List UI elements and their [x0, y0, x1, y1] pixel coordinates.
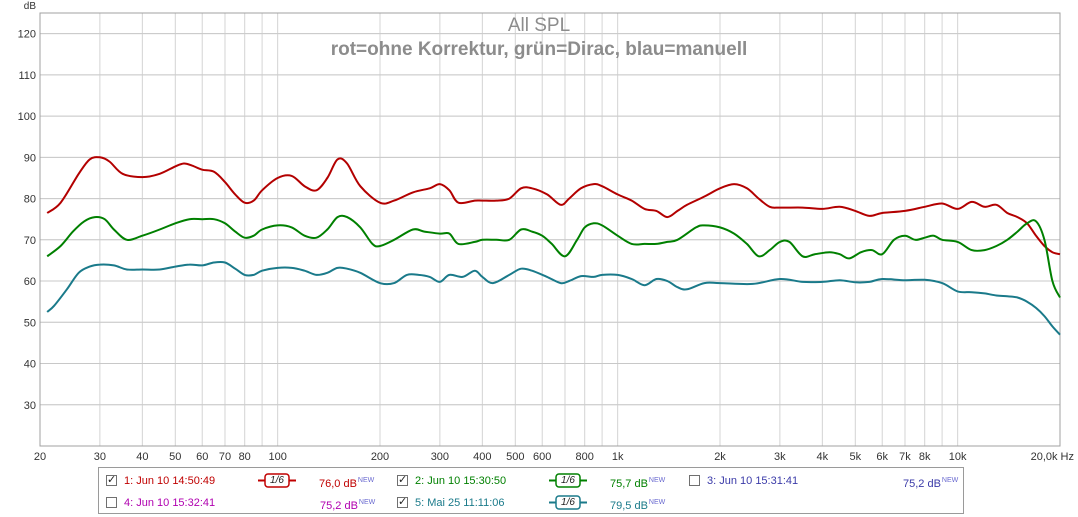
level-3: 75,2 dBNEW [903, 477, 959, 490]
legend-entry-2: ✓ 2: Jun 10 15:30:50 1/6 75,7 dBNEW [397, 471, 687, 491]
y-tick-label: 60 [24, 276, 36, 288]
y-tick-label: 110 [18, 70, 36, 82]
spl-chart: 30 40 50 60 70 80 90 100 110 120 dB 20 30 40 50 60 70 80 1… [18, 1, 1074, 463]
x-tick-label: 6k [876, 451, 888, 463]
legend-label-2: 2: Jun 10 15:30:50 [415, 475, 507, 487]
y-tick-label: 120 [18, 29, 36, 41]
level-1: 76,0 dBNEW [319, 477, 375, 490]
x-tick-label: 8k [919, 451, 931, 463]
x-tick-label: 20,0k Hz [1031, 451, 1074, 463]
checkbox-1[interactable]: ✓ [106, 474, 117, 486]
checkbox-5[interactable]: ✓ [397, 496, 408, 508]
level-2: 75,7 dBNEW [610, 477, 666, 490]
smoothing-label-5: 1/6 [561, 497, 575, 508]
x-tick-label: 500 [506, 451, 524, 463]
x-tick-label: 100 [268, 451, 286, 463]
chart-title: All SPL [508, 15, 570, 36]
x-tick-label: 300 [431, 451, 449, 463]
x-tick-label: 70 [219, 451, 231, 463]
x-tick-label: 30 [94, 451, 106, 463]
legend-entry-4: 4: Jun 10 15:32:41 75,2 dBNEW [106, 493, 396, 513]
y-tick-label: 100 [18, 111, 36, 123]
chart-subtitle: rot=ohne Korrektur, grün=Dirac, blau=man… [331, 39, 748, 60]
new-badge-5: NEW [648, 499, 666, 506]
legend-panel: ✓ 1: Jun 10 14:50:49 1/6 76,0 dBNEW ✓ 2:… [98, 467, 964, 514]
new-badge-4: NEW [358, 499, 376, 506]
x-tick-label: 40 [136, 451, 148, 463]
x-tick-label: 60 [196, 451, 208, 463]
plot-area [40, 13, 1060, 446]
legend-label-5: 5: Mai 25 11:11:06 [415, 497, 505, 509]
checkbox-4[interactable] [106, 497, 117, 508]
y-tick-label: 90 [24, 152, 36, 164]
legend-label-4: 4: Jun 10 15:32:41 [124, 497, 216, 509]
legend-label-3: 3: Jun 10 15:31:41 [707, 475, 799, 487]
x-tick-label: 5k [849, 451, 861, 463]
legend-entry-5: ✓ 5: Mai 25 11:11:06 1/6 79,5 dBNEW [397, 493, 687, 513]
series-line-1 [46, 156, 1061, 256]
new-badge-3: NEW [941, 477, 959, 484]
smoothing-label-1: 1/6 [270, 475, 284, 486]
x-tick-label: 600 [533, 451, 551, 463]
smoothing-button-5[interactable]: 1/6 [549, 495, 587, 510]
x-tick-label: 20 [34, 451, 46, 463]
y-tick-label: 70 [24, 235, 36, 247]
smoothing-label-2: 1/6 [561, 475, 575, 486]
y-tick-label: 50 [24, 317, 36, 329]
series-line-3 [46, 260, 1061, 336]
x-tick-label: 1k [612, 451, 624, 463]
level-4: 75,2 dBNEW [320, 499, 376, 512]
x-tick-label: 3k [774, 451, 786, 463]
smoothing-button-1[interactable]: 1/6 [258, 473, 296, 488]
new-badge-2: NEW [648, 477, 666, 484]
y-tick-label: 40 [24, 359, 36, 371]
x-tick-label: 400 [473, 451, 491, 463]
x-tick-label: 800 [576, 451, 594, 463]
x-tick-label: 2k [714, 451, 726, 463]
x-tick-label: 50 [169, 451, 181, 463]
series-line-2 [46, 214, 1061, 298]
legend-entry-1: ✓ 1: Jun 10 14:50:49 1/6 76,0 dBNEW [106, 471, 396, 491]
x-tick-label: 200 [371, 451, 389, 463]
y-tick-label: 30 [24, 400, 36, 412]
x-tick-label: 10k [949, 451, 967, 463]
x-tick-label: 80 [239, 451, 251, 463]
x-tick-label: 7k [899, 451, 911, 463]
plot-frame [39, 12, 1061, 447]
y-axis-label: dB [24, 1, 37, 12]
y-tick-label: 80 [24, 194, 36, 206]
legend-label-1: 1: Jun 10 14:50:49 [124, 475, 216, 487]
checkbox-2[interactable]: ✓ [397, 474, 408, 486]
smoothing-button-2[interactable]: 1/6 [549, 473, 587, 488]
x-tick-label: 4k [817, 451, 829, 463]
level-5: 79,5 dBNEW [610, 499, 666, 512]
new-badge-1: NEW [357, 477, 375, 484]
legend-entry-3: 3: Jun 10 15:31:41 75,2 dBNEW [689, 471, 959, 491]
checkbox-3[interactable] [689, 475, 700, 486]
